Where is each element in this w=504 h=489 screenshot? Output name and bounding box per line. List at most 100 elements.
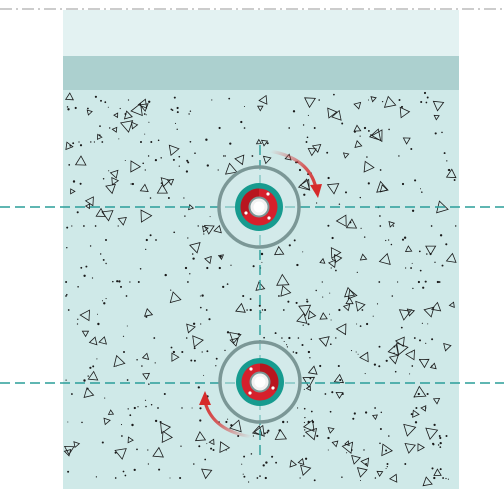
aggregate-sand <box>436 280 440 284</box>
aggregate-sand <box>82 225 85 227</box>
aggregate-stone <box>359 351 369 363</box>
aggregate-stone <box>432 397 441 405</box>
aggregate-sand <box>431 467 434 470</box>
aggregate-sand <box>288 244 291 247</box>
aggregate-stone <box>307 148 317 157</box>
aggregate-sand <box>150 141 153 143</box>
aggregate-stone <box>219 441 231 454</box>
aggregate-sand <box>363 449 365 451</box>
aggregate-stone <box>169 291 182 304</box>
aggregate-sand <box>67 470 70 473</box>
aggregate-sand <box>415 406 418 410</box>
aggregate-sand <box>205 309 208 311</box>
aggregate-sand <box>181 407 183 409</box>
aggregate-sand <box>163 392 166 396</box>
aggregate-stone <box>342 152 350 159</box>
aggregate-stone <box>425 245 437 256</box>
aggregate-sand <box>227 418 229 420</box>
aggregate-sand <box>335 337 337 339</box>
aggregate-sand <box>94 95 97 98</box>
aggregate-sand <box>67 309 70 311</box>
aggregate-stone <box>160 422 172 435</box>
aggregate-sand <box>278 429 281 432</box>
aggregate-sand <box>211 99 213 101</box>
mid-band <box>63 56 459 90</box>
aggregate-sand <box>186 159 189 162</box>
aggregate-sand <box>401 238 405 241</box>
aggregate-sand <box>433 423 436 427</box>
aggregate-sand <box>121 435 123 437</box>
aggregate-sand <box>427 323 429 325</box>
aggregate-sand <box>66 226 69 229</box>
aggregate-sand <box>185 170 189 173</box>
aggregate-sand <box>193 463 195 465</box>
aggregate-sand <box>261 309 264 311</box>
aggregate-stone <box>98 336 107 345</box>
aggregate-stone <box>319 257 326 264</box>
aggregate-sand <box>292 351 295 353</box>
aggregate-stone <box>417 443 426 452</box>
aggregate-sand <box>178 155 181 158</box>
aggregate-sand <box>203 233 205 235</box>
aggregate-sand <box>353 412 356 415</box>
aggregate-sand <box>303 421 305 424</box>
aggregate-sand <box>271 455 274 458</box>
aggregate-sand <box>396 281 399 283</box>
aggregate-sand <box>297 337 300 339</box>
aggregate-sand <box>91 277 94 279</box>
aggregate-sand <box>159 420 162 424</box>
aggregate-sand <box>420 100 423 104</box>
aggregate-sand <box>379 225 382 227</box>
aggregate-sand <box>115 365 118 367</box>
aggregate-stone <box>398 309 412 321</box>
aggregate-sand <box>65 295 67 297</box>
aggregate-stone <box>235 302 246 313</box>
aggregate-sand <box>123 351 125 353</box>
aggregate-sand <box>131 182 135 186</box>
aggregate-sand <box>439 234 443 237</box>
aggregate-sand <box>350 449 353 451</box>
aggregate-sand <box>107 106 109 108</box>
aggregate-stone <box>111 176 120 186</box>
aggregate-sand <box>327 224 330 227</box>
aggregate-stone <box>418 358 430 369</box>
aggregate-stone <box>201 468 213 480</box>
aggregate-sand <box>181 350 184 354</box>
aggregate-sand <box>66 293 68 296</box>
aggregate-sand <box>81 421 83 424</box>
aggregate-sand <box>417 280 420 284</box>
aggregate-stone <box>448 301 455 309</box>
aggregate-stone <box>65 141 74 151</box>
aggregate-sand <box>158 468 161 471</box>
aggregate-stone <box>107 409 115 415</box>
aggregate-sand <box>153 337 156 339</box>
aggregate-stone <box>333 373 345 384</box>
aggregate-stone <box>297 458 305 466</box>
aggregate-sand <box>281 337 283 339</box>
aggregate-stone <box>333 253 343 264</box>
aggregate-sand <box>187 237 189 239</box>
aggregate-sand <box>122 470 125 473</box>
aggregate-sand <box>404 267 407 269</box>
aggregate-sand <box>215 357 218 360</box>
aggregate-sand <box>99 253 102 255</box>
aggregate-sand <box>184 215 186 217</box>
aggregate-sand <box>109 127 111 129</box>
aggregate-sand <box>90 141 92 143</box>
aggregate-sand <box>124 474 127 477</box>
aggregate-stone <box>431 301 442 312</box>
aggregate-sand <box>288 127 291 129</box>
aggregate-sand <box>321 281 323 283</box>
aggregate-sand <box>226 283 229 285</box>
aggregate-sand <box>218 126 221 130</box>
aggregate-sand <box>225 449 227 451</box>
aggregate-stone <box>166 178 175 186</box>
aggregate-sand <box>274 332 277 335</box>
aggregate-sand <box>126 379 129 381</box>
aggregate-sand <box>256 477 259 479</box>
aggregate-sand <box>262 464 265 467</box>
aggregate-sand <box>164 273 167 277</box>
aggregate-sand <box>154 362 156 364</box>
aggregate-sand <box>148 121 150 123</box>
aggregate-stone <box>353 101 362 110</box>
